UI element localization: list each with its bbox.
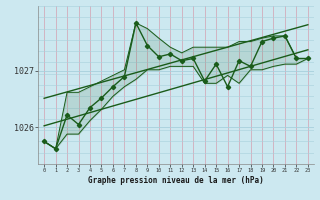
X-axis label: Graphe pression niveau de la mer (hPa): Graphe pression niveau de la mer (hPa) [88,176,264,185]
